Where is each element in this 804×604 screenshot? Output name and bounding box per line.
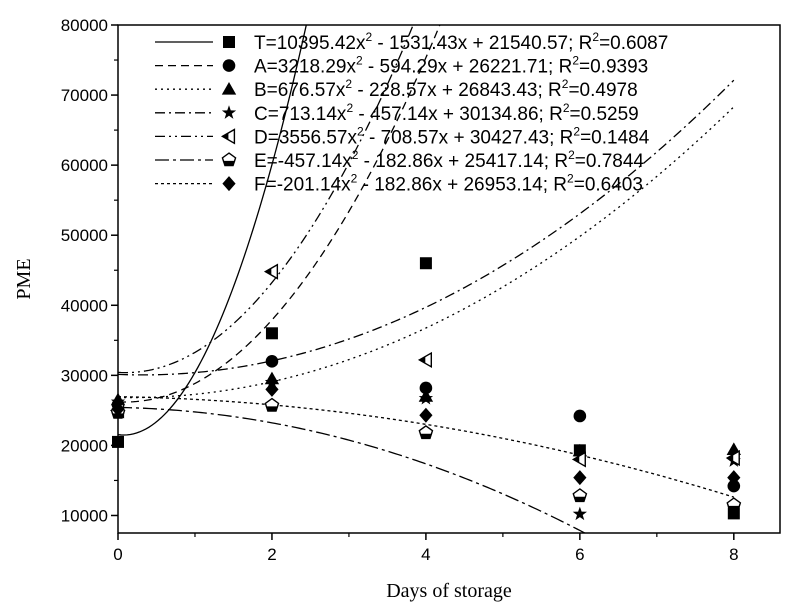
fit-curve-B bbox=[118, 106, 735, 399]
data-point-F bbox=[573, 470, 587, 486]
y-tick-label: 50000 bbox=[61, 226, 108, 245]
data-point-E bbox=[418, 425, 434, 440]
legend-marker bbox=[222, 176, 236, 192]
x-tick-label: 8 bbox=[729, 545, 738, 564]
data-point-T bbox=[265, 327, 278, 340]
y-tick-label: 20000 bbox=[61, 436, 108, 455]
x-tick-label: 6 bbox=[575, 545, 584, 564]
legend-label: A=3218.29x2 - 594.29x + 26221.71; R2=0.9… bbox=[254, 54, 648, 78]
x-tick-label: 2 bbox=[267, 545, 276, 564]
y-tick-label: 80000 bbox=[61, 16, 108, 35]
legend-label: E=-457.14x2 - 182.86x + 25417.14; R2=0.7… bbox=[254, 148, 644, 172]
fit-curve-A bbox=[118, 25, 441, 403]
data-point-C bbox=[264, 374, 280, 389]
data-point-D bbox=[725, 449, 740, 467]
x-tick-label: 0 bbox=[113, 545, 122, 564]
data-point-C bbox=[572, 506, 587, 521]
legend-item-B: B=676.57x2 - 228.57x + 26843.43; R2=0.49… bbox=[155, 77, 638, 101]
data-point-D bbox=[417, 351, 433, 369]
legend-marker bbox=[220, 128, 236, 145]
data-markers bbox=[109, 257, 742, 521]
data-point-E bbox=[726, 497, 742, 512]
y-tick-label: 10000 bbox=[61, 506, 108, 525]
legend-item-C: C=713.14x2 - 457.14x + 30134.86; R2=0.52… bbox=[155, 101, 639, 125]
data-point-A bbox=[573, 409, 587, 423]
trend-curves bbox=[118, 25, 735, 533]
fit-curve-C bbox=[118, 79, 735, 376]
data-point-F bbox=[419, 407, 433, 423]
data-point-F bbox=[265, 381, 279, 397]
data-point-E bbox=[572, 488, 588, 503]
data-point-D bbox=[263, 263, 279, 280]
x-axis-title: Days of storage bbox=[386, 580, 512, 602]
fit-curve-D bbox=[118, 25, 414, 374]
legend-marker bbox=[221, 82, 237, 95]
data-point-A bbox=[419, 381, 433, 395]
legend-item-T: T=10395.42x2 - 1531.43x + 21540.57; R2=0… bbox=[155, 30, 668, 54]
data-point-E bbox=[264, 397, 280, 412]
y-tick-label: 40000 bbox=[61, 296, 108, 315]
legend-item-E: E=-457.14x2 - 182.86x + 25417.14; R2=0.7… bbox=[155, 148, 644, 172]
data-point-T bbox=[419, 257, 432, 270]
fit-curve-T bbox=[118, 25, 307, 436]
y-tick-label: 70000 bbox=[61, 86, 108, 105]
fit-curve-E bbox=[118, 406, 587, 533]
legend-label: T=10395.42x2 - 1531.43x + 21540.57; R2=0… bbox=[254, 30, 668, 54]
data-point-C bbox=[418, 390, 434, 405]
legend-item-D: D=3556.57x2 - 708.57x + 30427.43; R2=0.1… bbox=[155, 124, 650, 148]
legend-label: D=3556.57x2 - 708.57x + 30427.43; R2=0.1… bbox=[254, 124, 650, 148]
x-tick-label: 4 bbox=[421, 545, 430, 564]
y-tick-label: 60000 bbox=[61, 156, 108, 175]
legend-item-A: A=3218.29x2 - 594.29x + 26221.71; R2=0.9… bbox=[155, 54, 648, 78]
legend: T=10395.42x2 - 1531.43x + 21540.57; R2=0… bbox=[155, 30, 668, 196]
axes: 0 2 4 6 8 10000 20000 30000 40000 50000 60000 70000… bbox=[61, 16, 739, 564]
y-axis-title: PME bbox=[13, 258, 35, 299]
legend-label: B=676.57x2 - 228.57x + 26843.43; R2=0.49… bbox=[254, 77, 638, 101]
plot-frame bbox=[117, 24, 781, 534]
legend-item-F: F=-201.14x2 - 182.86x + 26953.14; R2=0.6… bbox=[155, 172, 643, 196]
fit-curve-F bbox=[118, 396, 735, 498]
data-point-A bbox=[265, 355, 279, 368]
y-tick-label: 30000 bbox=[61, 366, 108, 385]
data-point-F bbox=[727, 470, 741, 486]
data-point-D bbox=[571, 451, 586, 468]
legend-label: F=-201.14x2 - 182.86x + 26953.14; R2=0.6… bbox=[254, 172, 643, 196]
legend-marker bbox=[221, 152, 237, 167]
legend-marker bbox=[223, 36, 235, 48]
legend-marker bbox=[221, 105, 237, 119]
data-point-A bbox=[727, 479, 741, 493]
legend-marker bbox=[222, 59, 236, 72]
legend-label: C=713.14x2 - 457.14x + 30134.86; R2=0.52… bbox=[254, 101, 639, 125]
